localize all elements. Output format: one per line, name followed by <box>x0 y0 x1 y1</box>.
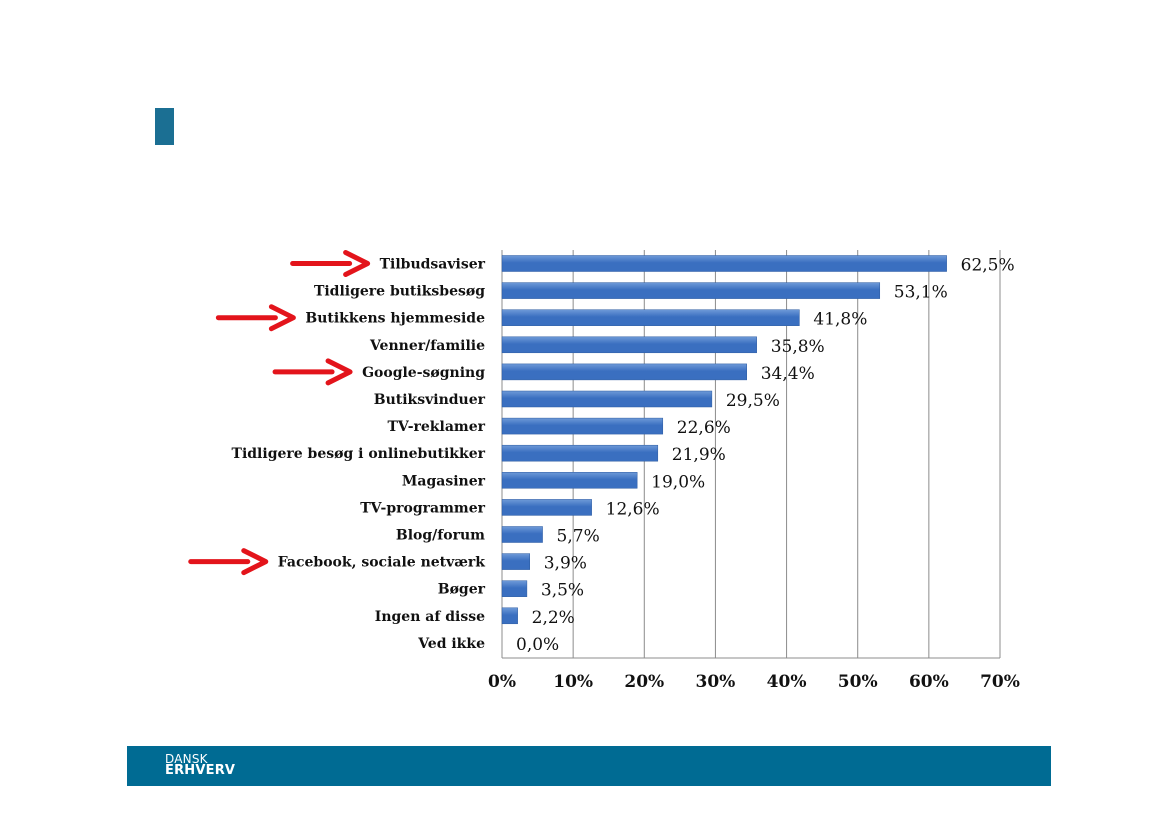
bar-4 <box>501 363 747 381</box>
category-label: Bøger <box>438 582 486 598</box>
bar-2 <box>501 309 800 326</box>
category-label: Venner/familie <box>369 338 485 354</box>
value-label: 3,9% <box>544 554 587 574</box>
value-label: 19,0% <box>651 472 705 492</box>
x-tick-label: 10% <box>553 672 593 692</box>
value-label: 5,7% <box>557 527 600 547</box>
x-tick-label: 30% <box>696 672 736 692</box>
value-label: 41,8% <box>813 310 867 330</box>
footer-bar: DANSK ERHVERV <box>127 746 1051 786</box>
value-label: 34,4% <box>761 364 815 384</box>
bar-1 <box>501 282 881 299</box>
value-label: 21,9% <box>672 445 726 465</box>
category-label: Ved ikke <box>417 636 485 652</box>
category-label: Butikkens hjemmeside <box>305 311 485 327</box>
bar-11 <box>501 553 530 570</box>
bar-9 <box>501 499 592 516</box>
x-tick-label: 50% <box>838 672 878 692</box>
bar-7 <box>501 444 659 462</box>
arrow-layer <box>188 250 371 576</box>
category-label: Tidligere besøg i onlinebutikker <box>232 446 486 462</box>
value-label: 35,8% <box>771 337 825 357</box>
bar-0 <box>501 255 947 272</box>
value-label: 2,2% <box>532 608 575 628</box>
bar-5 <box>501 390 713 408</box>
dansk-erhverv-logo: DANSK ERHVERV <box>165 753 235 777</box>
x-tick-label: 20% <box>624 672 664 692</box>
bar-3 <box>501 336 757 354</box>
value-label: 22,6% <box>677 418 731 438</box>
value-label: 62,5% <box>961 256 1015 276</box>
category-label: Facebook, sociale netværk <box>278 555 486 571</box>
value-label: 53,1% <box>894 283 948 303</box>
category-label: Tilbudsaviser <box>380 257 486 273</box>
highlight-arrow-icon <box>290 250 371 277</box>
bar-13 <box>501 607 518 625</box>
category-label: Ingen af disse <box>375 609 485 625</box>
value-label: 0,0% <box>516 635 559 655</box>
highlight-arrow-icon <box>272 358 353 386</box>
value-label: 3,5% <box>541 581 584 601</box>
highlight-arrow-icon <box>188 548 269 576</box>
value-label: 12,6% <box>606 499 660 519</box>
logo-line-1: DANSK <box>165 752 208 766</box>
category-label: Butiksvinduer <box>374 392 486 408</box>
bar-10 <box>501 526 543 543</box>
x-tick-label: 40% <box>767 672 807 692</box>
category-label: Google-søgning <box>362 365 485 381</box>
tick-layer: 0% 10% 20% 30% 40% 50% 60% 70% <box>488 672 1020 692</box>
x-tick-label: 60% <box>909 672 949 692</box>
category-label: TV-reklamer <box>387 419 485 435</box>
accent-block <box>155 108 174 145</box>
category-label: TV-programmer <box>360 500 485 516</box>
category-label: Magasiner <box>402 473 486 489</box>
logo-line-2: ERHVERV <box>165 763 236 778</box>
bar-12 <box>501 580 528 597</box>
bar-layer <box>501 255 947 625</box>
highlight-arrow-icon <box>215 304 296 332</box>
label-layer: Tilbudsaviser 62,5% Tidligere butiksbesøg 5… <box>232 256 1015 655</box>
value-label: 29,5% <box>726 391 780 411</box>
bar-6 <box>501 417 664 435</box>
category-label: Blog/forum <box>396 528 485 544</box>
bar-8 <box>501 472 638 489</box>
x-tick-label: 70% <box>980 672 1020 692</box>
category-label: Tidligere butiksbesøg <box>314 284 485 300</box>
x-tick-label: 0% <box>488 672 516 692</box>
